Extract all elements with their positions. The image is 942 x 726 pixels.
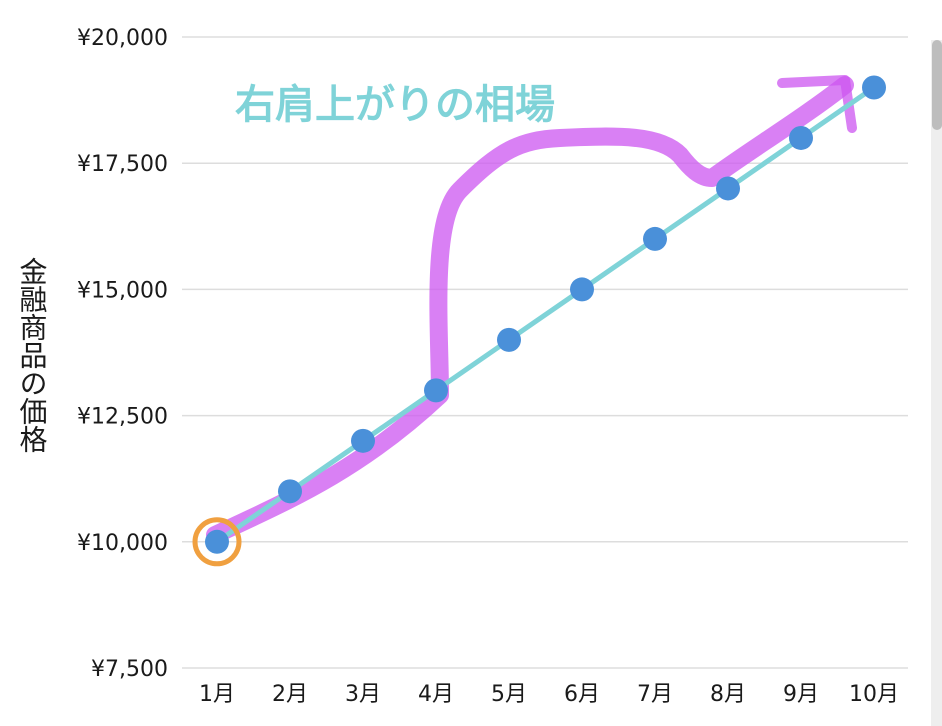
x-tick-label: 5月 — [491, 682, 527, 707]
y-tick-label: ¥12,500 — [77, 405, 168, 430]
x-tick-label: 7月 — [637, 682, 673, 707]
start-highlight-circle — [192, 517, 242, 567]
handdrawn-arrowhead — [777, 75, 857, 133]
data-point — [205, 529, 229, 554]
data-point — [716, 176, 740, 201]
y-axis-label: 金融商品の価格 — [16, 257, 49, 453]
x-tick-label: 1月 — [199, 682, 235, 707]
x-tick-label: 10月 — [849, 682, 899, 707]
x-tick-label: 8月 — [710, 682, 746, 707]
scrollbar-track[interactable] — [931, 40, 942, 726]
y-tick-label: ¥20,000 — [77, 26, 168, 51]
y-tick-label: ¥17,500 — [77, 152, 168, 177]
x-tick-label: 2月 — [272, 682, 308, 707]
data-point — [570, 277, 594, 302]
series-line — [215, 85, 876, 544]
data-point — [862, 75, 886, 100]
data-point — [497, 327, 521, 352]
data-point — [643, 226, 667, 251]
grid-lines — [182, 36, 908, 669]
annotation-text: 右肩上がりの相場 — [235, 82, 555, 128]
y-tick-label: ¥10,000 — [77, 531, 168, 556]
y-tick-label: ¥7,500 — [91, 657, 168, 682]
x-axis-ticks: 1月 2月 3月 4月 5月 6月 7月 8月 9月 10月 — [199, 682, 899, 707]
data-point — [278, 479, 302, 504]
x-tick-label: 6月 — [564, 682, 600, 707]
x-tick-label: 4月 — [418, 682, 454, 707]
y-axis-ticks: ¥7,500 ¥10,000 ¥12,500 ¥15,000 ¥17,500 ¥20,00… — [77, 26, 168, 682]
x-tick-label: 3月 — [345, 682, 381, 707]
y-tick-label: ¥15,000 — [77, 278, 168, 303]
data-point — [424, 378, 448, 403]
scrollbar-thumb[interactable] — [932, 40, 942, 130]
data-point — [351, 428, 375, 453]
data-point — [789, 125, 813, 150]
handdrawn-stroke — [206, 76, 854, 544]
x-tick-label: 9月 — [783, 682, 819, 707]
data-points — [205, 75, 886, 554]
